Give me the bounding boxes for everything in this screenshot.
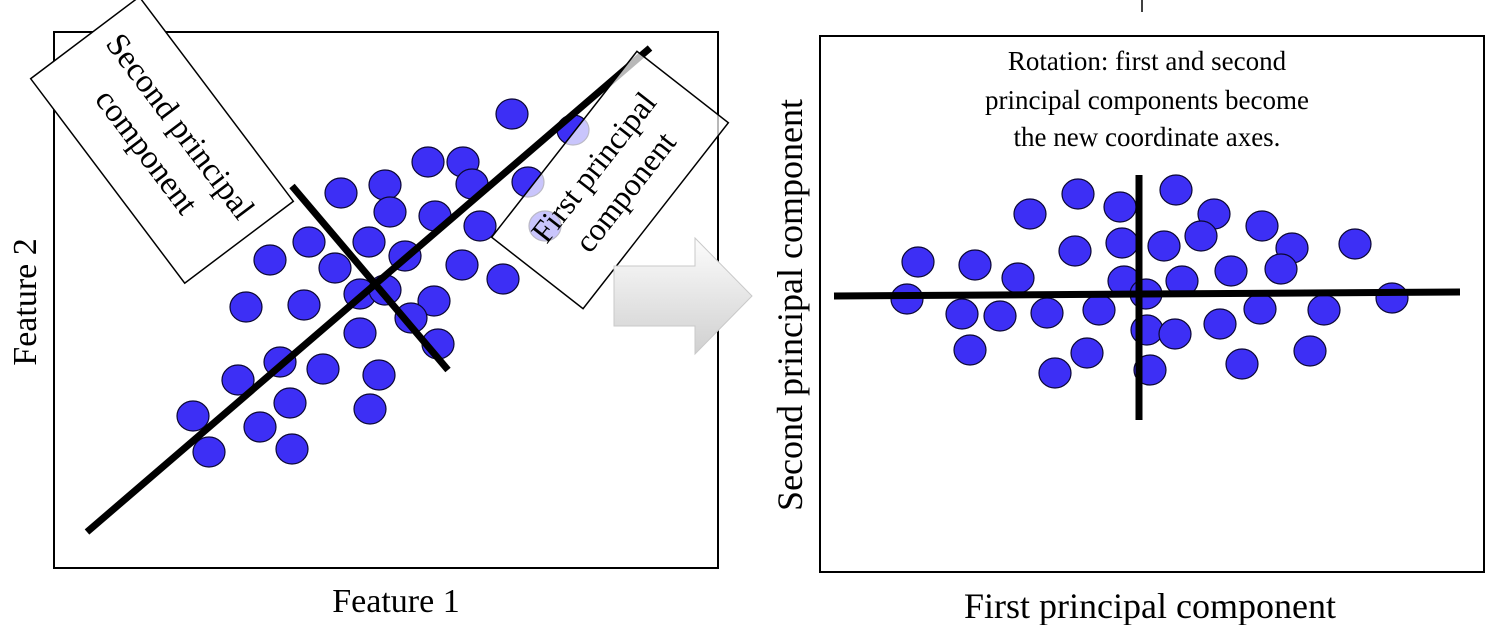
right-data-point xyxy=(1214,255,1248,287)
left-data-point xyxy=(486,263,520,295)
right-data-point xyxy=(1159,174,1193,206)
first-component-label-frame xyxy=(490,50,730,310)
right-data-point xyxy=(1293,335,1327,367)
left-data-point xyxy=(373,196,407,228)
right-data-point xyxy=(1338,228,1372,260)
right-data-point xyxy=(1203,308,1237,340)
right-data-point xyxy=(1103,191,1137,223)
left-data-point xyxy=(368,169,402,201)
right-data-point xyxy=(1158,318,1192,350)
left-panel: First principal component Second princip… xyxy=(7,0,730,620)
right-data-point xyxy=(1058,235,1092,267)
left-data-point xyxy=(287,289,321,321)
left-data-point xyxy=(343,317,377,349)
right-data-point xyxy=(1245,210,1279,242)
rotation-caption-line-2: principal components become xyxy=(985,85,1309,115)
right-data-point xyxy=(1225,348,1259,380)
left-data-point xyxy=(445,249,479,281)
right-y-axis-label: Second principal component xyxy=(770,99,810,511)
left-data-point xyxy=(463,210,497,242)
left-data-point xyxy=(275,433,309,465)
left-data-point xyxy=(324,177,358,209)
left-data-point xyxy=(495,98,529,130)
right-data-point xyxy=(1307,294,1341,326)
left-data-point xyxy=(394,302,428,334)
right-data-point xyxy=(1184,220,1218,252)
right-data-point xyxy=(945,298,979,330)
right-arrow-icon xyxy=(613,236,753,356)
rotation-caption-line-3: the new coordinate axes. xyxy=(1014,122,1281,152)
left-data-point xyxy=(306,353,340,385)
right-data-point xyxy=(1375,282,1409,314)
left-y-axis-label: Feature 2 xyxy=(7,238,44,365)
right-data-point xyxy=(901,246,935,278)
right-data-point xyxy=(1061,178,1095,210)
left-data-point xyxy=(221,364,255,396)
right-data-point xyxy=(1013,198,1047,230)
rotated-first-axis-line xyxy=(833,288,1461,300)
right-data-point xyxy=(1105,227,1139,259)
right-data-point xyxy=(1001,262,1035,294)
right-data-point xyxy=(1147,230,1181,262)
right-data-point xyxy=(983,300,1017,332)
right-data-point xyxy=(1038,357,1072,389)
left-data-point xyxy=(176,400,210,432)
left-data-point xyxy=(362,359,396,391)
left-data-point xyxy=(417,285,451,317)
right-data-point xyxy=(1070,337,1104,369)
right-x-axis-label: First principal component xyxy=(964,586,1336,625)
right-data-point xyxy=(1030,297,1064,329)
second-component-label-box: Second principal component xyxy=(29,0,295,285)
rotation-caption-line-1: Rotation: first and second xyxy=(1008,46,1287,76)
second-component-label-frame xyxy=(29,0,295,285)
first-principal-axis-line xyxy=(84,45,653,535)
right-data-point xyxy=(1264,253,1298,285)
left-data-point xyxy=(229,291,263,323)
left-data-point xyxy=(411,146,445,178)
right-data-point xyxy=(953,334,987,366)
right-data-point xyxy=(958,249,992,281)
left-data-point xyxy=(318,252,352,284)
left-data-point xyxy=(353,393,387,425)
left-data-point xyxy=(192,436,226,468)
left-data-point xyxy=(292,226,326,258)
left-data-point xyxy=(243,411,277,443)
left-x-axis-label: Feature 1 xyxy=(332,583,459,620)
first-component-label-box: First principal component xyxy=(490,50,730,310)
right-panel: Rotation: first and second principal com… xyxy=(770,35,1485,625)
right-data-point xyxy=(1082,294,1116,326)
left-data-point xyxy=(253,244,287,276)
second-principal-axis-line xyxy=(289,183,451,373)
right-data-point xyxy=(1243,293,1277,325)
left-data-point xyxy=(273,387,307,419)
left-data-point xyxy=(352,226,386,258)
